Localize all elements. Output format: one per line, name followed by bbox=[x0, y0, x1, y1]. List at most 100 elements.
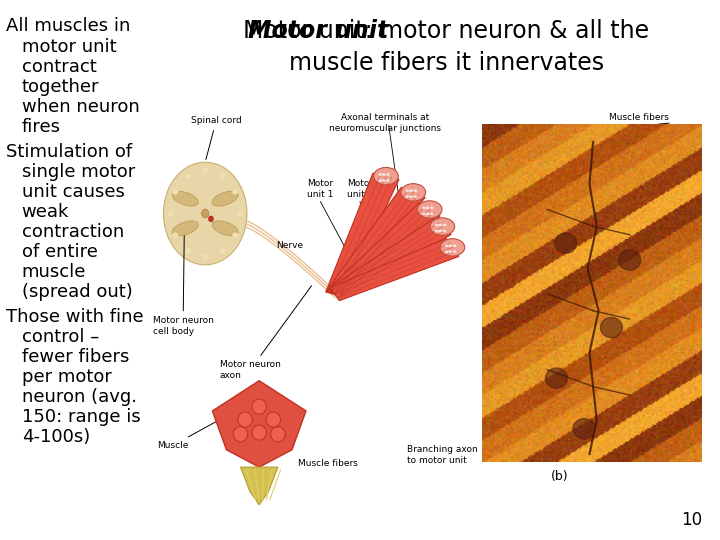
Text: neuron (avg.: neuron (avg. bbox=[22, 388, 137, 406]
Polygon shape bbox=[330, 238, 459, 301]
Ellipse shape bbox=[379, 179, 382, 182]
Ellipse shape bbox=[422, 206, 426, 209]
Text: contraction: contraction bbox=[22, 223, 124, 241]
Ellipse shape bbox=[374, 167, 398, 185]
Ellipse shape bbox=[185, 248, 191, 254]
Ellipse shape bbox=[237, 211, 243, 216]
Ellipse shape bbox=[172, 189, 178, 194]
Ellipse shape bbox=[449, 251, 452, 253]
Text: weak: weak bbox=[22, 203, 69, 221]
Text: of entire: of entire bbox=[22, 243, 97, 261]
Ellipse shape bbox=[208, 215, 214, 222]
Ellipse shape bbox=[418, 201, 442, 218]
Text: Motor unit: motor neuron & all the: Motor unit: motor neuron & all the bbox=[243, 19, 649, 43]
Polygon shape bbox=[212, 381, 306, 467]
Ellipse shape bbox=[172, 191, 198, 206]
Ellipse shape bbox=[168, 211, 174, 216]
Text: Muscle fibers: Muscle fibers bbox=[297, 459, 358, 468]
Polygon shape bbox=[240, 467, 278, 505]
Ellipse shape bbox=[449, 245, 452, 247]
Ellipse shape bbox=[406, 195, 409, 198]
Ellipse shape bbox=[233, 427, 248, 442]
Ellipse shape bbox=[435, 230, 438, 232]
Ellipse shape bbox=[233, 232, 238, 238]
Text: muscle: muscle bbox=[22, 263, 86, 281]
Ellipse shape bbox=[401, 184, 426, 201]
Text: when neuron: when neuron bbox=[22, 98, 140, 116]
Text: (spread out): (spread out) bbox=[22, 283, 132, 301]
Text: 10: 10 bbox=[681, 511, 702, 529]
Ellipse shape bbox=[379, 173, 382, 176]
Text: 150: range is: 150: range is bbox=[22, 408, 140, 426]
Text: Motor unit: Motor unit bbox=[248, 19, 389, 43]
Ellipse shape bbox=[406, 190, 409, 192]
Text: 4-100s): 4-100s) bbox=[22, 428, 90, 446]
Text: unit causes: unit causes bbox=[22, 183, 125, 201]
Ellipse shape bbox=[387, 173, 390, 176]
Ellipse shape bbox=[430, 206, 433, 209]
Text: Axonal terminals at
neuromuscular junctions: Axonal terminals at neuromuscular juncti… bbox=[329, 113, 441, 133]
Text: Motor
unit 1: Motor unit 1 bbox=[307, 179, 333, 199]
Text: Stimulation of: Stimulation of bbox=[6, 143, 132, 161]
Ellipse shape bbox=[382, 179, 386, 182]
Text: contract: contract bbox=[22, 58, 96, 76]
Ellipse shape bbox=[435, 224, 438, 226]
Ellipse shape bbox=[220, 173, 225, 179]
Ellipse shape bbox=[413, 195, 417, 198]
Ellipse shape bbox=[271, 427, 285, 442]
Ellipse shape bbox=[453, 251, 456, 253]
Text: muscle fibers it innervates: muscle fibers it innervates bbox=[289, 51, 604, 75]
Text: motor unit: motor unit bbox=[22, 38, 116, 56]
Ellipse shape bbox=[409, 195, 413, 198]
Ellipse shape bbox=[220, 248, 225, 254]
Polygon shape bbox=[328, 203, 440, 299]
FancyBboxPatch shape bbox=[151, 111, 479, 478]
Text: Branching axon
to motor unit: Branching axon to motor unit bbox=[407, 446, 477, 465]
Ellipse shape bbox=[422, 212, 426, 215]
Ellipse shape bbox=[252, 399, 266, 414]
Ellipse shape bbox=[430, 212, 433, 215]
Ellipse shape bbox=[443, 230, 446, 232]
Polygon shape bbox=[328, 219, 451, 300]
Ellipse shape bbox=[438, 224, 442, 226]
Text: Spinal cord: Spinal cord bbox=[191, 116, 241, 159]
Text: Motor
unit 2: Motor unit 2 bbox=[347, 179, 373, 199]
Ellipse shape bbox=[212, 191, 238, 206]
Text: Nerve: Nerve bbox=[276, 240, 303, 249]
Ellipse shape bbox=[426, 212, 429, 215]
Text: per motor: per motor bbox=[22, 368, 112, 386]
Ellipse shape bbox=[172, 232, 178, 238]
Polygon shape bbox=[326, 187, 425, 298]
Text: Those with fine: Those with fine bbox=[6, 308, 143, 326]
Ellipse shape bbox=[430, 218, 454, 235]
Ellipse shape bbox=[202, 209, 209, 218]
Ellipse shape bbox=[440, 239, 464, 256]
Ellipse shape bbox=[413, 190, 417, 192]
Ellipse shape bbox=[438, 230, 442, 232]
Ellipse shape bbox=[409, 190, 413, 192]
Text: together: together bbox=[22, 78, 99, 96]
Ellipse shape bbox=[185, 173, 191, 179]
Ellipse shape bbox=[443, 224, 446, 226]
Polygon shape bbox=[325, 173, 399, 296]
Ellipse shape bbox=[453, 245, 456, 247]
Ellipse shape bbox=[172, 221, 198, 236]
Ellipse shape bbox=[233, 189, 238, 194]
Ellipse shape bbox=[266, 412, 281, 427]
Ellipse shape bbox=[445, 245, 449, 247]
Text: single motor: single motor bbox=[22, 163, 135, 181]
Ellipse shape bbox=[252, 425, 266, 440]
Text: Motor neuron
axon: Motor neuron axon bbox=[220, 286, 312, 380]
Text: control –: control – bbox=[22, 328, 99, 346]
Ellipse shape bbox=[445, 251, 449, 253]
Ellipse shape bbox=[212, 221, 238, 236]
Text: fires: fires bbox=[22, 118, 60, 136]
Text: Motor neuron
cell body: Motor neuron cell body bbox=[153, 232, 214, 336]
Text: Muscle: Muscle bbox=[157, 399, 257, 450]
Text: All muscles in: All muscles in bbox=[6, 17, 130, 35]
Text: Muscle fibers: Muscle fibers bbox=[609, 112, 669, 122]
Text: fewer fibers: fewer fibers bbox=[22, 348, 129, 366]
Ellipse shape bbox=[382, 173, 386, 176]
Ellipse shape bbox=[202, 254, 208, 259]
Ellipse shape bbox=[163, 162, 247, 265]
